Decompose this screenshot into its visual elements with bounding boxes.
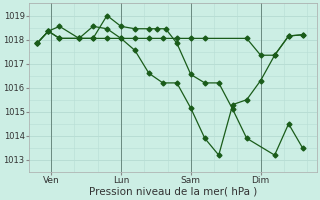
X-axis label: Pression niveau de la mer( hPa ): Pression niveau de la mer( hPa ): [89, 187, 257, 197]
